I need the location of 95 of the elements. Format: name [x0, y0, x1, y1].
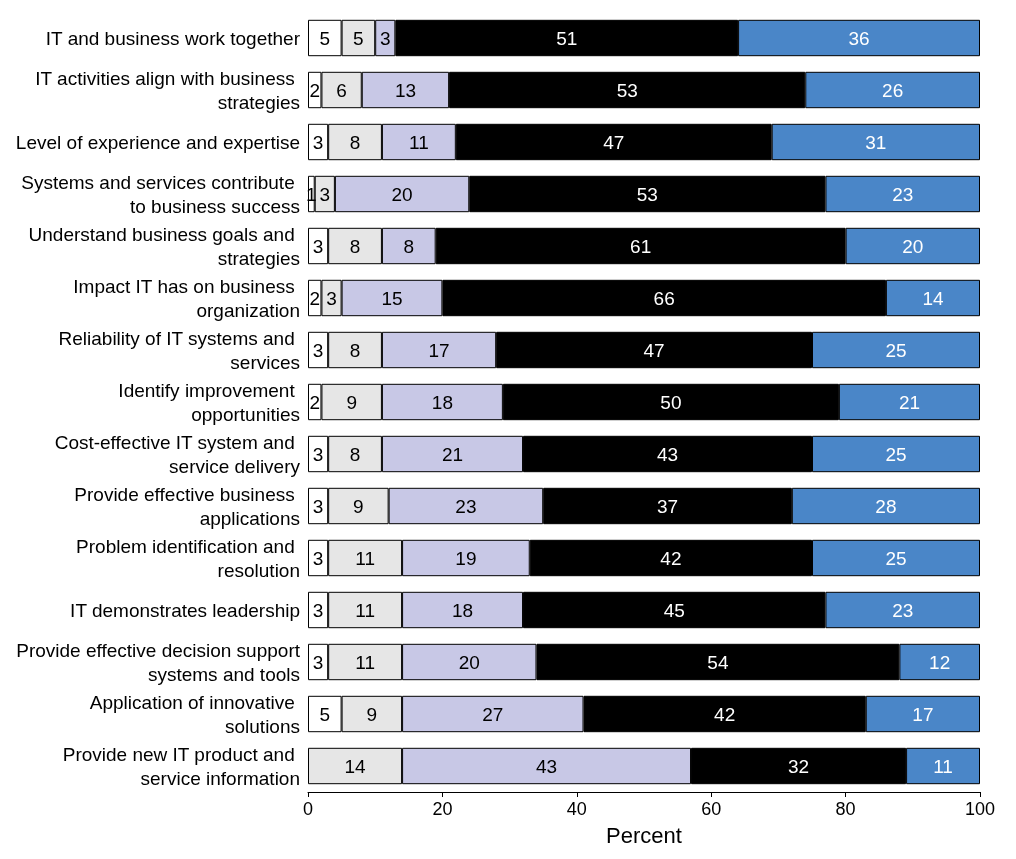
- data-label: 53: [616, 79, 638, 101]
- data-label: 26: [882, 79, 904, 101]
- data-label: 27: [482, 703, 504, 725]
- y-tick-label: IT and business work together: [45, 27, 301, 49]
- y-tick-label: Reliability of IT systems and services: [58, 327, 300, 373]
- data-label: 20: [902, 235, 924, 257]
- data-label: 3: [312, 443, 324, 465]
- data-label: 17: [912, 703, 934, 725]
- y-tick-label: Understand business goals and strategies: [28, 223, 300, 269]
- data-label: 31: [865, 131, 887, 153]
- data-label: 9: [346, 391, 357, 413]
- data-label: 42: [714, 703, 736, 725]
- data-label: 20: [391, 183, 413, 205]
- data-label: 6: [336, 79, 347, 101]
- data-label: 3: [326, 287, 337, 309]
- data-label: 3: [312, 339, 324, 361]
- data-label: 3: [319, 183, 331, 205]
- data-label: 3: [312, 235, 324, 257]
- y-tick-label: Level of experience and expertise: [15, 131, 300, 153]
- data-label: 8: [403, 235, 415, 257]
- x-tick-label: 20: [432, 799, 453, 819]
- data-label: 53: [636, 183, 658, 205]
- data-label: 61: [630, 235, 652, 257]
- data-label: 50: [660, 391, 682, 413]
- y-tick-label: IT activities align with business strategies: [35, 67, 300, 113]
- data-label: 17: [428, 339, 450, 361]
- data-label: 3: [312, 651, 324, 673]
- data-label: 19: [455, 547, 477, 569]
- data-label: 20: [458, 651, 480, 673]
- data-label: 8: [349, 339, 361, 361]
- data-label: 18: [431, 391, 453, 413]
- data-label: 9: [353, 495, 364, 517]
- data-label: 15: [381, 287, 403, 309]
- y-tick-label: Provide effective business applications: [74, 483, 300, 529]
- data-label: 32: [787, 755, 810, 777]
- data-label: 3: [312, 599, 324, 621]
- data-label: 3: [312, 131, 324, 153]
- data-label: 25: [885, 339, 907, 361]
- data-label: 21: [898, 391, 921, 413]
- data-label: 21: [441, 443, 464, 465]
- data-label: 5: [353, 27, 364, 49]
- data-label: 14: [344, 755, 367, 777]
- y-tick-label: Identify improvement opportunities: [118, 379, 300, 425]
- data-label: 47: [643, 339, 665, 361]
- data-label: 42: [660, 547, 682, 569]
- data-label: 11: [355, 547, 375, 569]
- x-tick-label: 60: [701, 799, 722, 819]
- data-label: 47: [603, 131, 625, 153]
- y-tick-label: Systems and services contribute to business success: [21, 171, 300, 217]
- x-tick-label: 100: [964, 799, 996, 819]
- data-label: 2: [309, 79, 321, 101]
- y-tick-label: IT demonstrates leadership: [70, 599, 300, 621]
- data-label: 23: [455, 495, 477, 517]
- x-axis-title: Percent: [606, 822, 682, 848]
- y-tick-label: Cost-effective IT system and service delivery: [54, 431, 301, 477]
- data-label: 37: [656, 495, 679, 517]
- data-label: 28: [875, 495, 897, 517]
- data-label: 11: [355, 599, 375, 621]
- data-label: 3: [312, 495, 324, 517]
- data-label: 8: [349, 131, 361, 153]
- data-label: 45: [663, 599, 685, 621]
- data-label: 54: [707, 651, 729, 673]
- data-label: 23: [892, 183, 914, 205]
- y-tick-label: Provide new IT product and service information: [62, 743, 300, 789]
- data-label: 11: [409, 131, 429, 153]
- data-label: 14: [922, 287, 944, 309]
- data-label: 25: [885, 547, 907, 569]
- data-label: 8: [349, 443, 361, 465]
- y-tick-label: Provide effective decision support systems and tools: [16, 639, 301, 685]
- y-tick-label: Problem identification and resolution: [76, 535, 300, 581]
- data-label: 18: [451, 599, 474, 621]
- data-label: 5: [319, 27, 331, 49]
- data-label: 23: [892, 599, 914, 621]
- data-label: 9: [366, 703, 378, 725]
- data-label: 3: [379, 27, 391, 49]
- data-label: 51: [556, 27, 578, 49]
- data-label: 36: [848, 27, 870, 49]
- data-label: 11: [355, 651, 375, 673]
- data-label: 43: [656, 443, 679, 465]
- data-label: 2: [309, 287, 321, 309]
- data-label: 12: [929, 651, 951, 673]
- data-label: 25: [885, 443, 907, 465]
- x-tick-label: 0: [302, 799, 314, 819]
- x-tick-label: 80: [835, 799, 856, 819]
- data-label: 2: [309, 391, 321, 413]
- data-label: 3: [312, 547, 324, 569]
- data-label: 66: [653, 287, 675, 309]
- y-tick-label: Application of innovative solutions: [89, 691, 300, 737]
- data-label: 43: [535, 755, 558, 777]
- x-tick-label: 40: [566, 799, 587, 819]
- data-label: 11: [933, 755, 953, 777]
- data-label: 8: [349, 235, 361, 257]
- y-tick-label: Impact IT has on business organization: [73, 275, 300, 321]
- data-label: 13: [394, 79, 417, 101]
- data-label: 5: [319, 703, 331, 725]
